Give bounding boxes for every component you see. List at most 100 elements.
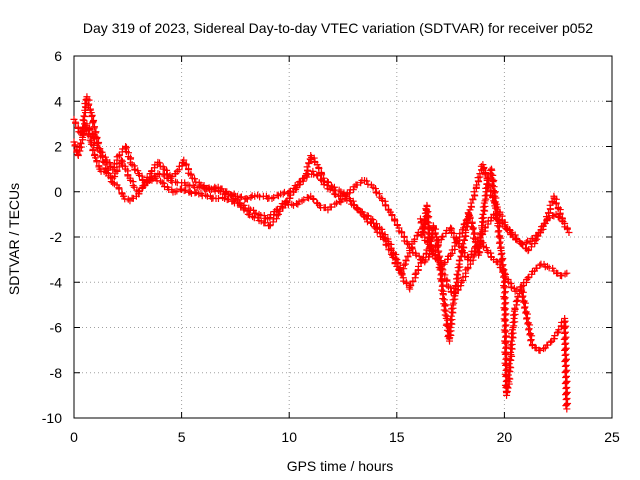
data-point-marker [274,210,282,218]
data-point-marker [482,184,490,192]
data-point-marker [404,240,412,248]
data-point-marker [295,198,303,206]
data-point-marker [115,185,123,193]
data-point-marker [440,306,448,314]
data-point-marker [396,266,404,274]
data-point-marker [556,210,564,218]
data-point-marker [503,343,511,351]
data-point-marker [369,216,377,224]
data-point-marker [252,209,260,217]
data-point-marker [109,165,117,173]
data-point-marker [498,262,506,270]
data-point-marker [441,302,449,310]
data-points [70,93,573,413]
data-point-marker [496,238,504,246]
data-point-marker [493,215,501,223]
data-point-marker [522,309,530,317]
data-point-marker [447,320,455,328]
data-point-marker [505,360,513,368]
data-point-marker [469,225,477,233]
data-point-marker [507,341,515,349]
data-point-marker [507,344,515,352]
data-point-marker [499,267,507,275]
data-point-marker [71,142,79,150]
data-point-marker [317,176,325,184]
data-point-marker [329,187,337,195]
data-point-marker [433,236,441,244]
data-point-marker [319,177,327,185]
data-point-marker [93,158,101,166]
data-point-marker [79,116,87,124]
data-point-marker [504,371,512,379]
data-point-marker [492,200,500,208]
data-point-marker [423,218,431,226]
data-point-marker [483,180,491,188]
data-point-marker [437,277,445,285]
x-tick-label: 0 [70,429,78,445]
data-point-marker [562,402,570,410]
data-point-marker [479,203,487,211]
data-point-marker [475,240,483,248]
x-tick-label: 25 [604,429,620,445]
data-point-marker [497,251,505,259]
data-point-marker [477,237,485,245]
data-point-marker [490,183,498,191]
data-point-marker [129,182,137,190]
data-point-marker [419,227,427,235]
data-point-marker [494,212,502,220]
data-point-marker [425,213,433,221]
data-point-marker [331,200,339,208]
data-point-marker [447,251,455,259]
data-point-marker [536,261,544,269]
data-point-marker [480,214,488,222]
data-point-marker [400,261,408,269]
data-point-marker [139,183,147,191]
data-point-marker [492,194,500,202]
x-tick-label: 10 [281,429,297,445]
data-point-marker [202,191,210,199]
data-point-marker [439,281,447,289]
data-point-marker [425,225,433,233]
x-axis-ticks: 0 5 10 15 20 25 [70,56,620,445]
data-point-marker [290,201,298,209]
y-axis-ticks: -10 -8 -6 -4 -2 0 2 4 6 [42,48,612,426]
data-point-marker [181,186,189,194]
data-point-marker [503,225,511,233]
data-point-marker [501,221,509,229]
data-point-marker [500,272,508,280]
data-point-marker [243,207,251,215]
data-point-marker [353,181,361,189]
data-point-marker [88,113,96,121]
data-point-marker [126,159,134,167]
data-point-marker [438,276,446,284]
data-point-marker [502,332,510,340]
y-tick-label: -10 [42,410,62,426]
data-point-marker [559,215,567,223]
data-point-marker [487,170,495,178]
data-point-marker [507,348,515,356]
data-point-marker [240,206,248,214]
data-point-marker [511,287,519,295]
data-point-marker [508,352,516,360]
data-point-marker [218,185,226,193]
data-point-marker [173,187,181,195]
data-point-marker [411,270,419,278]
data-point-marker [447,327,455,335]
data-point-marker [547,338,555,346]
data-point-marker [442,307,450,315]
data-point-marker [109,179,117,187]
data-point-marker [436,266,444,274]
data-point-marker [506,375,514,383]
data-point-marker [489,178,497,186]
data-point-marker [492,204,500,212]
data-point-marker [448,316,456,324]
data-point-marker [526,331,534,339]
data-point-marker [309,195,317,203]
data-point-marker [512,234,520,242]
data-point-marker [512,298,520,306]
data-point-marker [387,245,395,253]
data-point-marker [425,219,433,227]
data-point-marker [433,237,441,245]
data-point-marker [441,301,449,309]
